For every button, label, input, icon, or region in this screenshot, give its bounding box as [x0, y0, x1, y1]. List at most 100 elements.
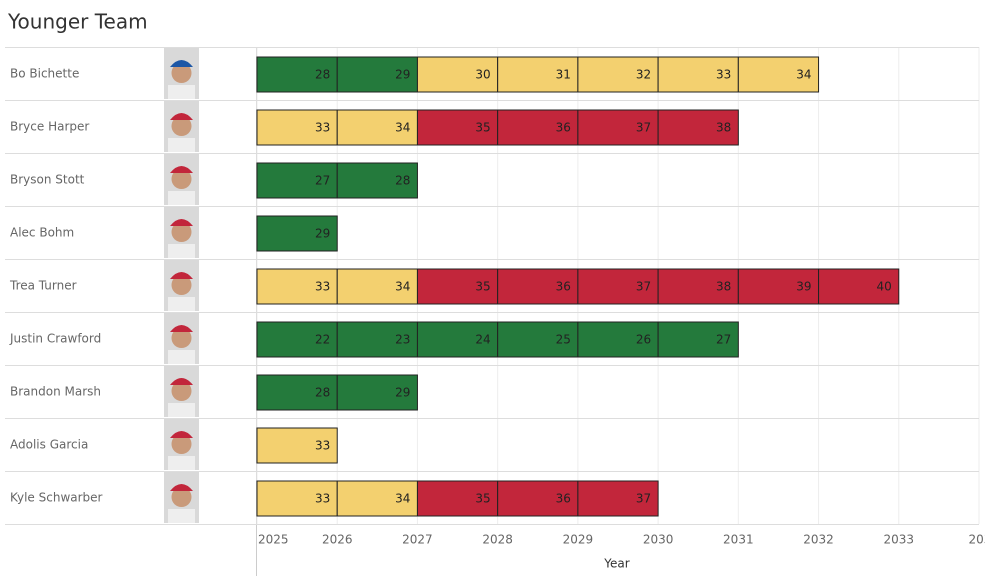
- player-photo: [164, 366, 199, 417]
- age-label: 29: [315, 227, 330, 241]
- player-photo: [164, 419, 199, 470]
- age-label: 33: [315, 492, 330, 506]
- age-segment: [416, 56, 499, 93]
- age-segment: [737, 56, 820, 93]
- player-name: Brandon Marsh: [10, 385, 101, 399]
- x-axis-label: Year: [603, 557, 629, 571]
- age-segment: [256, 215, 338, 252]
- player-photo: [164, 260, 199, 311]
- age-segment: [256, 109, 338, 146]
- photo-face: [171, 222, 192, 242]
- age-segment: [577, 268, 659, 305]
- x-tick-label: 2028: [482, 533, 513, 547]
- photo-body: [168, 85, 195, 99]
- age-segment: [577, 109, 659, 146]
- age-segment: [577, 56, 659, 93]
- player-photo: [164, 472, 199, 523]
- age-label: 25: [556, 333, 571, 347]
- photo-cap: [170, 484, 193, 491]
- player-name: Kyle Schwarber: [10, 491, 103, 505]
- photo-cap: [170, 60, 193, 67]
- age-label: 36: [556, 492, 571, 506]
- age-segment: [336, 109, 418, 146]
- x-tick-label: 2029: [563, 533, 594, 547]
- player-photo: [164, 154, 199, 205]
- age-segment: [657, 56, 739, 93]
- age-label: 36: [556, 280, 571, 294]
- age-label: 35: [475, 492, 490, 506]
- player-photo: [164, 313, 199, 364]
- age-segment: [416, 321, 499, 358]
- age-label: 37: [636, 492, 651, 506]
- age-segment: [256, 268, 338, 305]
- player-photo: [164, 101, 199, 152]
- player-name: Bo Bichette: [10, 67, 79, 81]
- photo-body: [168, 403, 195, 417]
- age-segment: [336, 162, 418, 199]
- player-name: Trea Turner: [9, 279, 77, 293]
- age-segment: [336, 268, 418, 305]
- player-name: Bryson Stott: [10, 173, 85, 187]
- photo-face: [171, 275, 192, 295]
- age-label: 39: [796, 280, 811, 294]
- age-label: 34: [796, 68, 811, 82]
- photo-face: [171, 116, 192, 136]
- player-name: Justin Crawford: [9, 332, 101, 346]
- age-label: 27: [716, 333, 731, 347]
- photo-body: [168, 191, 195, 205]
- age-segment: [336, 56, 418, 93]
- age-label: 27: [315, 174, 330, 188]
- age-label: 35: [475, 121, 490, 135]
- x-tick-label: 2025: [258, 533, 289, 547]
- age-segment: [818, 268, 900, 305]
- age-label: 30: [475, 68, 490, 82]
- age-label: 37: [636, 280, 651, 294]
- photo-body: [168, 456, 195, 470]
- player-photo: [164, 207, 199, 258]
- photo-body: [168, 138, 195, 152]
- age-segment: [256, 162, 338, 199]
- photo-face: [171, 434, 192, 454]
- age-segment: [256, 427, 338, 464]
- age-segment: [497, 56, 579, 93]
- age-segment: [577, 321, 659, 358]
- photo-body: [168, 509, 195, 523]
- age-label: 23: [395, 333, 410, 347]
- age-label: 33: [716, 68, 731, 82]
- age-segment: [336, 480, 418, 517]
- age-label: 38: [716, 280, 731, 294]
- age-label: 29: [395, 386, 410, 400]
- age-segment: [416, 480, 499, 517]
- age-label: 37: [636, 121, 651, 135]
- photo-cap: [170, 431, 193, 438]
- photo-body: [168, 350, 195, 364]
- photo-face: [171, 487, 192, 507]
- age-label: 28: [315, 386, 330, 400]
- age-label: 40: [876, 280, 891, 294]
- age-label: 34: [395, 121, 410, 135]
- age-segment: [497, 321, 579, 358]
- photo-face: [171, 328, 192, 348]
- photo-cap: [170, 272, 193, 279]
- x-tick-label: 2026: [322, 533, 353, 547]
- age-label: 28: [315, 68, 330, 82]
- age-segment: [657, 109, 739, 146]
- x-tick-label: 2031: [723, 533, 754, 547]
- player-name: Adolis Garcia: [10, 438, 88, 452]
- age-label: 32: [636, 68, 651, 82]
- age-label: 22: [315, 333, 330, 347]
- photo-body: [168, 244, 195, 258]
- player-photo: [164, 48, 199, 99]
- photo-cap: [170, 113, 193, 120]
- age-label: 28: [395, 174, 410, 188]
- age-label: 36: [556, 121, 571, 135]
- photo-cap: [170, 378, 193, 385]
- photo-face: [171, 63, 192, 83]
- age-label: 33: [315, 121, 330, 135]
- age-segment: [737, 268, 820, 305]
- age-label: 34: [395, 280, 410, 294]
- x-tick-label: 2033: [884, 533, 915, 547]
- player-name: Alec Bohm: [10, 226, 74, 240]
- x-tick-label: 2032: [803, 533, 834, 547]
